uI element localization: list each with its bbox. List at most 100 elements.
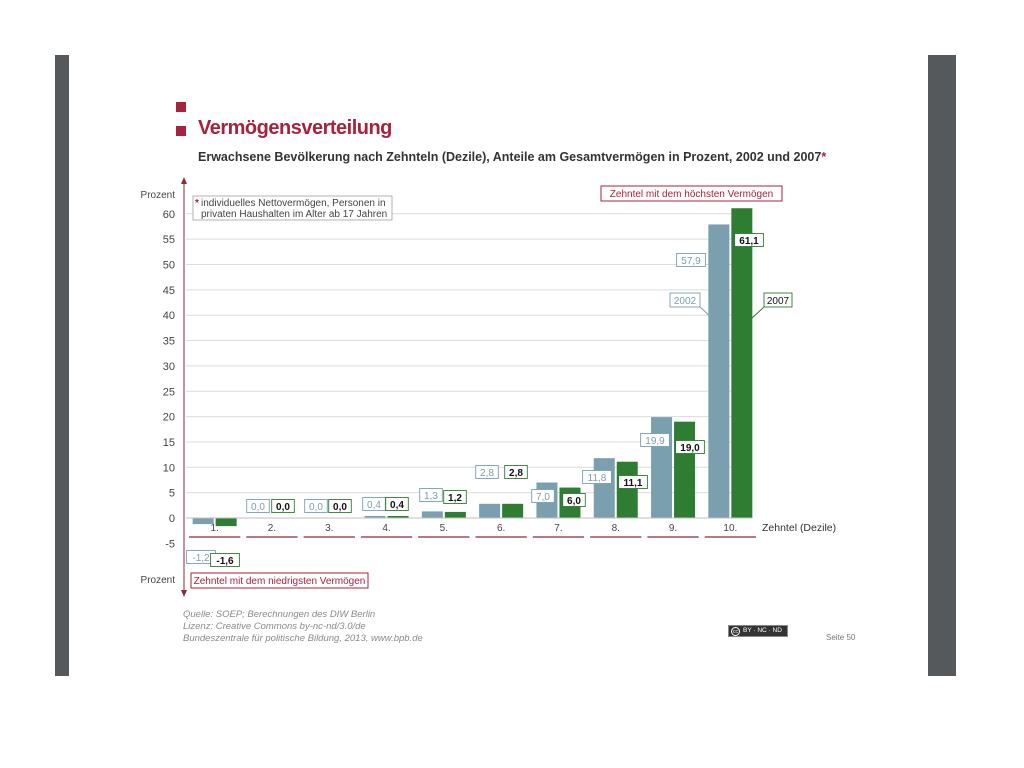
data-label-2002: 0,4 (367, 500, 381, 511)
y-tick-label: 5 (169, 488, 175, 500)
data-label-2007: 0,0 (333, 502, 347, 513)
legend-2007-pointer (751, 306, 765, 319)
data-label-2007-box (210, 553, 240, 567)
annotation-top: Zehntel mit dem höchsten Vermögen (610, 189, 773, 200)
data-label-2007-box (443, 490, 467, 504)
left-frame-bar (55, 55, 69, 676)
data-label-2007-box (734, 233, 764, 247)
publisher-line: Bundeszentrale für politische Bildung, 2… (183, 633, 423, 644)
y-tick-label: 60 (163, 209, 175, 221)
subtitle-footnote-mark: * (821, 150, 827, 164)
data-label-2007-box (618, 475, 648, 489)
data-label-2007: 11,1 (624, 478, 643, 489)
data-label-2007-box (504, 465, 528, 479)
bar-2007 (731, 208, 753, 518)
bar-2002 (192, 518, 214, 525)
data-label-2002: 2,8 (480, 468, 494, 479)
data-label-2007: 1,2 (448, 493, 462, 504)
data-label-2007: 0,0 (276, 502, 290, 513)
title-marker-square (176, 126, 186, 136)
bar-2007 (616, 461, 638, 518)
x-tick-label: 3. (325, 523, 333, 534)
data-label-2007: 0,4 (390, 500, 404, 511)
data-label-2002-box (582, 470, 612, 484)
y-tick-label: 55 (163, 234, 175, 246)
bar-2007 (674, 421, 696, 518)
data-label-2007-box (562, 493, 586, 507)
cc-icon: cc (731, 626, 740, 636)
y-tick-label: 45 (163, 285, 175, 297)
legend-2002-label: 2002 (674, 296, 697, 307)
slide-subtitle: Erwachsene Bevölkerung nach Zehnteln (De… (198, 150, 826, 164)
page-number: Seite 50 (826, 633, 856, 642)
data-label-2002: 19,9 (645, 436, 665, 447)
y-tick-label: 10 (163, 462, 175, 474)
y-tick-label: 30 (163, 361, 175, 373)
slide-title: Vermögensverteilung (198, 117, 392, 139)
y-tick-label: 25 (163, 386, 175, 398)
footnote-mark: * (195, 198, 199, 209)
bar-2007 (215, 518, 237, 527)
data-label-2002: -1,2 (192, 553, 210, 564)
creative-commons-badge[interactable]: cc BY · NC · ND (728, 625, 788, 637)
data-label-2002-box (640, 433, 670, 447)
y-tick-label: 40 (163, 310, 175, 322)
data-label-2007-box (328, 499, 352, 513)
data-label-2007: -1,6 (216, 556, 234, 567)
data-label-2002-box (676, 253, 706, 267)
x-tick-label: 6. (497, 523, 505, 534)
x-tick-label: 1. (210, 523, 218, 534)
y-axis-arrow-down (181, 590, 187, 597)
data-label-2002: 0,0 (309, 502, 323, 513)
y-tick-label: 35 (163, 336, 175, 348)
bar-2002 (421, 511, 443, 518)
x-tick-label: 4. (382, 523, 390, 534)
x-axis-label: Zehntel (Dezile) (762, 522, 836, 534)
footnote-box (192, 195, 393, 221)
x-tick-label: 10. (723, 523, 737, 534)
legend-2007-label: 2007 (767, 296, 790, 307)
title-marker-square (176, 102, 186, 112)
annotation-bottom: Zehntel mit dem niedrigsten Vermögen (194, 576, 366, 587)
y-axis-label: Prozent (141, 190, 176, 201)
legend-2002-box (669, 292, 701, 308)
right-frame-bar (928, 55, 956, 676)
data-label-2002-box (304, 499, 328, 513)
annotation-bottom-box (190, 572, 369, 589)
footnote-line-1: individuelles Nettovermögen, Personen in (201, 198, 386, 209)
x-tick-label: 8. (612, 523, 620, 534)
y-tick-label: -5 (165, 538, 175, 550)
bar-2007 (387, 515, 409, 518)
subtitle-text: Erwachsene Bevölkerung nach Zehnteln (De… (198, 150, 822, 164)
data-label-2007-box (675, 440, 705, 454)
data-label-2007: 6,0 (567, 496, 581, 507)
data-label-2007: 2,8 (509, 468, 523, 479)
data-label-2007: 19,0 (680, 443, 700, 454)
y-tick-label: 20 (163, 412, 175, 424)
data-label-2002-box (246, 499, 270, 513)
source-line: Quelle: SOEP; Berechnungen des DIW Berli… (183, 609, 376, 620)
x-tick-label: 9. (669, 523, 677, 534)
data-label-2002: 57,9 (681, 256, 701, 267)
data-label-2002-box (419, 488, 443, 502)
x-tick-label: 2. (268, 523, 276, 534)
y-tick-label: 0 (169, 513, 175, 525)
data-label-2007-box (271, 499, 295, 513)
data-label-2002-box (531, 489, 555, 503)
data-label-2002-box (475, 465, 499, 479)
license-line: Lizenz: Creative Commons by-nc-nd/3.0/de (183, 621, 366, 632)
y-tick-label: 50 (163, 260, 175, 272)
bar-2002 (479, 503, 501, 518)
y-tick-label: 15 (163, 437, 175, 449)
y-axis-arrow-up (181, 177, 187, 184)
source-block: Quelle: SOEP; Berechnungen des DIW Berli… (183, 609, 423, 645)
data-label-2002: 11,8 (588, 473, 607, 484)
x-tick-label: 5. (440, 523, 448, 534)
data-label-2007: 61,1 (739, 236, 759, 247)
bar-2002 (593, 458, 615, 518)
cc-badge-text: BY · NC · ND (743, 627, 782, 634)
data-label-2002: 7,0 (536, 492, 550, 503)
y-axis-label-bottom: Prozent (141, 575, 176, 586)
x-tick-label: 7. (554, 523, 562, 534)
